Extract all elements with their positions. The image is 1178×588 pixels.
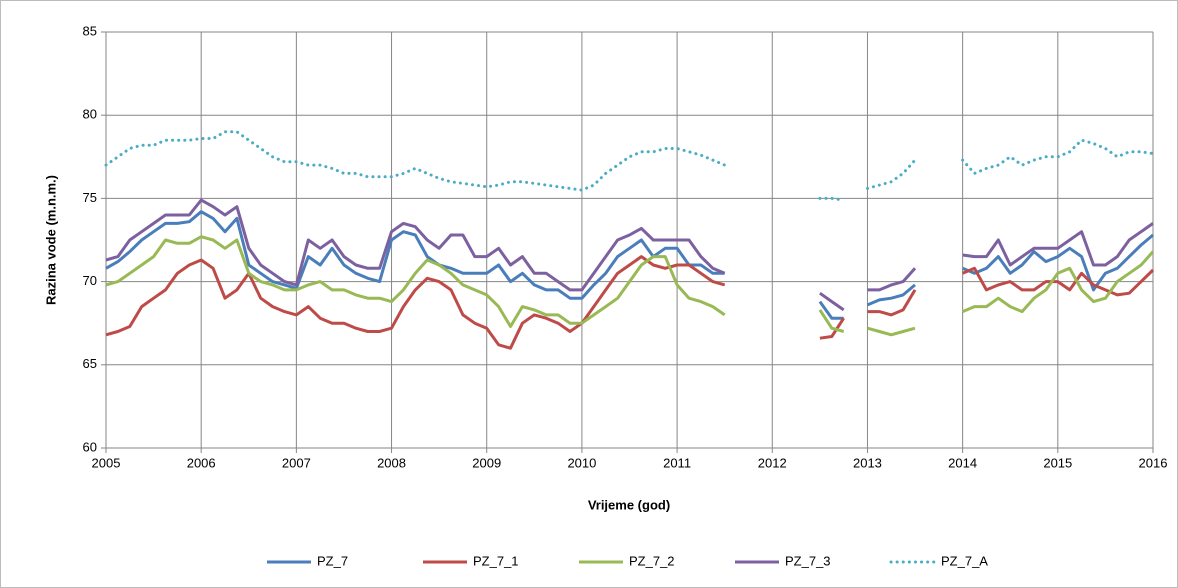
x-tick-label: 2008: [377, 455, 406, 470]
x-tick-label: 2010: [567, 455, 596, 470]
series-line: [105, 198, 1154, 312]
x-tick-label: 2006: [187, 455, 216, 470]
x-tick-label: 2013: [853, 455, 882, 470]
series-line: [105, 235, 1155, 337]
legend-label: PZ_7_A: [941, 553, 988, 568]
x-tick-label: 2012: [758, 455, 787, 470]
y-tick-label: 85: [83, 23, 97, 38]
y-tick-label: 70: [83, 273, 97, 288]
series-line: [105, 210, 1154, 320]
x-tick-label: 2011: [663, 455, 691, 470]
y-tick-label: 75: [83, 190, 97, 205]
y-tick-label: 65: [83, 356, 97, 371]
x-tick-label: 2014: [948, 455, 977, 470]
x-axis-title: Vrijeme (god): [588, 497, 670, 512]
legend-label: PZ_7_2: [629, 553, 675, 568]
legend-label: PZ_7: [317, 553, 348, 568]
series-line: [105, 255, 1155, 350]
y-tick-label: 80: [83, 107, 97, 122]
x-tick-label: 2016: [1139, 455, 1168, 470]
x-tick-label: 2015: [1043, 455, 1072, 470]
legend-label: PZ_7_3: [785, 553, 831, 568]
series-line: [104, 130, 1155, 202]
x-tick-label: 2007: [282, 455, 311, 470]
y-axis-title: Razina vode (m.n.m.): [43, 175, 58, 305]
x-tick-label: 2009: [472, 455, 501, 470]
x-tick-label: 2005: [92, 455, 121, 470]
legend-label: PZ_7_1: [473, 553, 519, 568]
y-tick-label: 60: [83, 439, 97, 454]
